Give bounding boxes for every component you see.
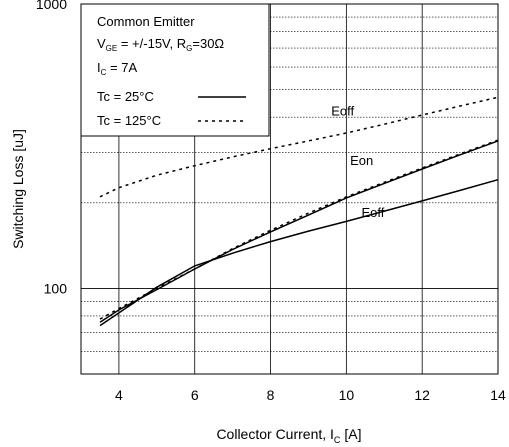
x-tick-label: 14 <box>490 387 506 403</box>
x-axis-label: Collector Current, IC [A] <box>216 426 361 445</box>
legend-line-2: VGE = +/-15V, RG=30Ω <box>97 36 224 53</box>
x-tick-label: 12 <box>414 387 430 403</box>
curve-label-1: Eoff <box>331 104 354 119</box>
y-tick-labels: 100 1000 <box>36 0 67 296</box>
y-tick-label: 1000 <box>36 0 67 12</box>
series-line-1 <box>99 140 499 323</box>
x-tick-label: 6 <box>191 387 199 403</box>
series-line-3 <box>99 178 499 327</box>
legend-box <box>80 3 270 137</box>
series-line-4 <box>99 96 499 198</box>
legend: Common Emitter VGE = +/-15V, RG=30Ω IC =… <box>80 3 270 137</box>
legend-tc125-label: Tc = 125°C <box>97 113 161 128</box>
legend-tc25-label: Tc = 25°C <box>97 89 154 104</box>
annotations: Eoff Eon Eoff <box>331 104 385 221</box>
x-tick-label: 8 <box>267 387 275 403</box>
series-group <box>99 96 499 327</box>
plot-frame <box>80 3 499 375</box>
series-line-2 <box>99 139 499 320</box>
legend-line-1: Common Emitter <box>97 14 195 29</box>
y-axis-label: Switching Loss [uJ] <box>10 129 26 249</box>
x-tick-labels: 4 6 8 10 12 14 <box>115 387 506 403</box>
x-tick-label: 4 <box>115 387 123 403</box>
curve-label-2: Eon <box>350 153 373 168</box>
legend-line-3: IC = 7A <box>97 60 137 77</box>
y-tick-label: 100 <box>44 280 68 296</box>
x-tick-label: 10 <box>339 387 355 403</box>
curve-label-3: Eoff <box>362 205 385 220</box>
